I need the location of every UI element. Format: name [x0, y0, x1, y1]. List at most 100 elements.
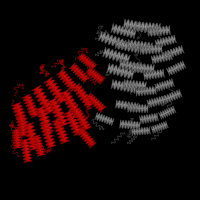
- Polygon shape: [158, 106, 176, 119]
- Polygon shape: [111, 24, 136, 39]
- Polygon shape: [36, 85, 54, 112]
- Polygon shape: [112, 80, 136, 89]
- Polygon shape: [158, 106, 174, 116]
- Polygon shape: [116, 100, 138, 107]
- Polygon shape: [47, 98, 68, 128]
- Polygon shape: [116, 40, 140, 49]
- Polygon shape: [112, 24, 136, 34]
- Polygon shape: [52, 118, 69, 144]
- Polygon shape: [119, 59, 144, 73]
- Polygon shape: [60, 69, 78, 89]
- Polygon shape: [95, 113, 114, 126]
- Polygon shape: [20, 115, 28, 136]
- Polygon shape: [163, 45, 184, 60]
- Polygon shape: [16, 102, 29, 126]
- Polygon shape: [102, 47, 130, 65]
- Polygon shape: [162, 89, 181, 100]
- Polygon shape: [56, 118, 69, 142]
- Polygon shape: [111, 80, 136, 93]
- Polygon shape: [155, 79, 173, 88]
- Polygon shape: [124, 79, 146, 91]
- Polygon shape: [15, 115, 28, 136]
- Polygon shape: [64, 89, 81, 114]
- Polygon shape: [77, 127, 96, 148]
- Polygon shape: [120, 120, 140, 130]
- Polygon shape: [115, 100, 138, 111]
- Polygon shape: [136, 86, 156, 96]
- Polygon shape: [120, 59, 144, 68]
- Polygon shape: [128, 39, 152, 47]
- Polygon shape: [32, 85, 54, 115]
- Polygon shape: [148, 26, 170, 37]
- Polygon shape: [22, 94, 39, 118]
- Polygon shape: [104, 47, 130, 60]
- Polygon shape: [155, 35, 176, 48]
- Polygon shape: [88, 67, 105, 81]
- Polygon shape: [85, 67, 105, 84]
- Polygon shape: [76, 83, 94, 105]
- Polygon shape: [72, 63, 89, 80]
- Polygon shape: [124, 19, 150, 28]
- Polygon shape: [136, 21, 160, 28]
- Polygon shape: [115, 40, 140, 53]
- Polygon shape: [28, 123, 40, 149]
- Polygon shape: [136, 21, 160, 33]
- Polygon shape: [72, 83, 94, 108]
- Polygon shape: [40, 106, 54, 132]
- Polygon shape: [24, 139, 32, 162]
- Polygon shape: [151, 121, 168, 133]
- Polygon shape: [155, 79, 174, 92]
- Polygon shape: [132, 127, 150, 136]
- Polygon shape: [100, 31, 126, 44]
- Polygon shape: [166, 61, 184, 72]
- Polygon shape: [76, 108, 91, 129]
- Polygon shape: [124, 79, 146, 86]
- Polygon shape: [80, 127, 96, 145]
- Polygon shape: [140, 44, 162, 50]
- Polygon shape: [77, 53, 96, 71]
- Polygon shape: [36, 135, 45, 155]
- Polygon shape: [68, 110, 82, 134]
- Polygon shape: [56, 69, 78, 92]
- Polygon shape: [52, 98, 68, 125]
- Polygon shape: [88, 93, 106, 109]
- Polygon shape: [32, 135, 45, 156]
- Polygon shape: [35, 106, 54, 134]
- Polygon shape: [23, 123, 40, 150]
- Polygon shape: [11, 102, 29, 128]
- Polygon shape: [143, 69, 164, 76]
- Polygon shape: [64, 110, 82, 136]
- Polygon shape: [72, 108, 91, 131]
- Polygon shape: [139, 113, 158, 120]
- Polygon shape: [107, 63, 134, 80]
- Polygon shape: [151, 121, 167, 130]
- Polygon shape: [143, 69, 164, 80]
- Polygon shape: [16, 130, 22, 148]
- Polygon shape: [151, 52, 172, 64]
- Polygon shape: [108, 63, 134, 74]
- Polygon shape: [136, 86, 156, 92]
- Polygon shape: [132, 63, 154, 69]
- Polygon shape: [147, 95, 166, 108]
- Polygon shape: [148, 26, 170, 32]
- Polygon shape: [60, 89, 81, 117]
- Polygon shape: [132, 127, 150, 132]
- Polygon shape: [48, 77, 67, 101]
- Polygon shape: [128, 104, 148, 113]
- Polygon shape: [128, 104, 148, 109]
- Polygon shape: [26, 94, 39, 116]
- Polygon shape: [162, 89, 182, 104]
- Polygon shape: [120, 120, 140, 126]
- Polygon shape: [44, 123, 56, 147]
- Polygon shape: [12, 130, 22, 148]
- Polygon shape: [40, 123, 56, 148]
- Polygon shape: [140, 44, 162, 55]
- Polygon shape: [69, 63, 89, 83]
- Polygon shape: [85, 93, 106, 112]
- Polygon shape: [151, 52, 171, 60]
- Polygon shape: [147, 95, 165, 104]
- Polygon shape: [132, 63, 154, 74]
- Polygon shape: [96, 113, 114, 122]
- Polygon shape: [155, 35, 175, 44]
- Polygon shape: [127, 39, 152, 52]
